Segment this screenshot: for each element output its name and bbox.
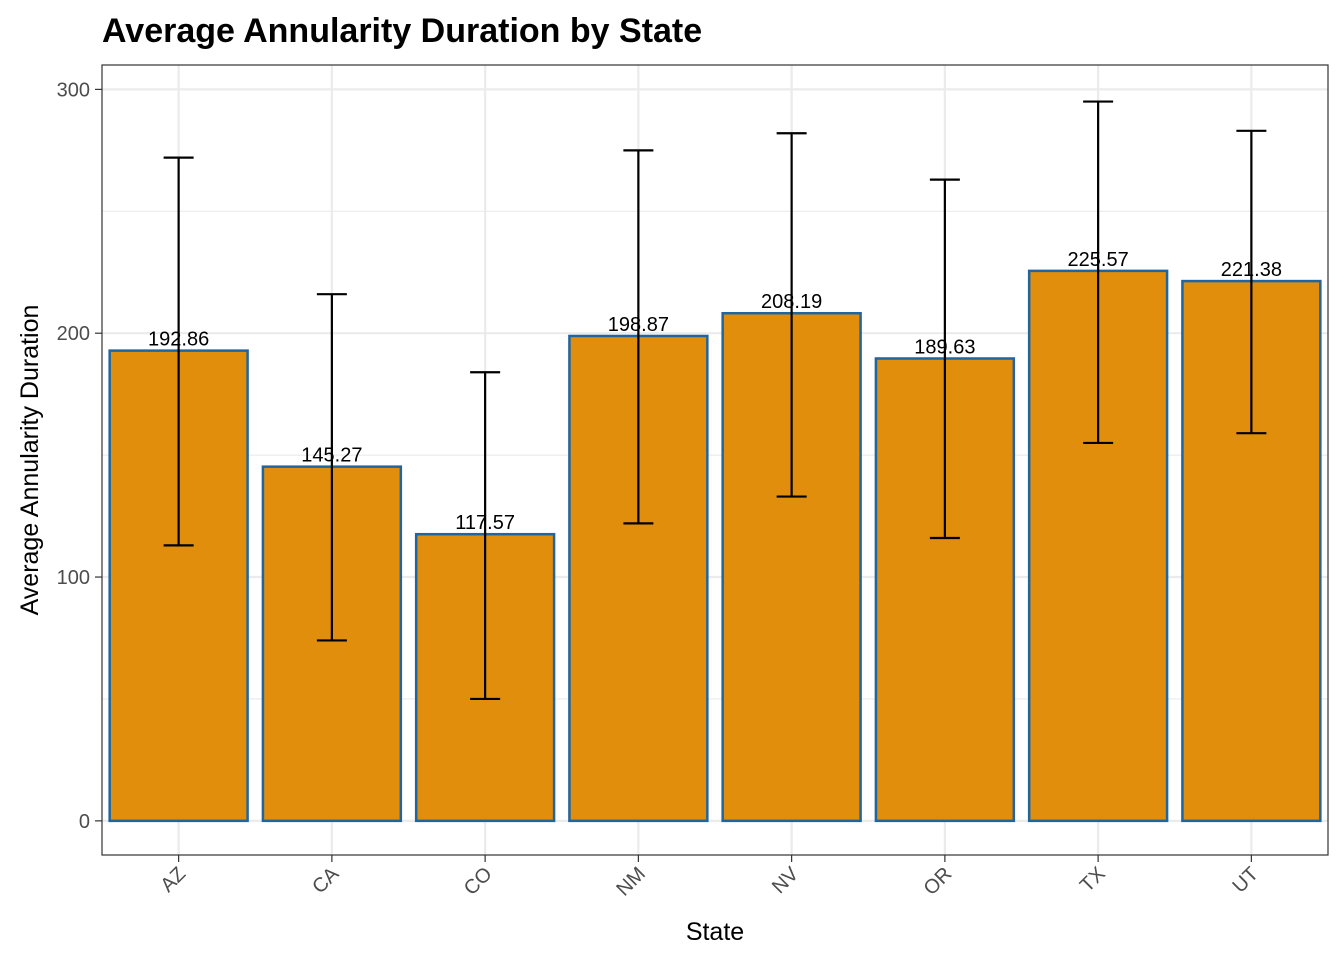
x-axis-title: State	[686, 918, 744, 946]
x-tick-label: TX	[1076, 863, 1110, 897]
x-tick-label: NM	[612, 863, 650, 901]
y-axis-title: Average Annularity Duration	[16, 305, 44, 616]
bars	[108, 269, 1322, 823]
y-axis-ticks: 0 100 200 300	[57, 79, 102, 833]
error-bar-tx	[1083, 100, 1114, 445]
data-label: 145.27	[301, 445, 362, 467]
x-axis-ticks: AZ CA CO NM NV OR TX UT	[157, 855, 1263, 901]
data-label: 198.87	[608, 314, 669, 336]
error-bar-az	[163, 156, 194, 547]
x-tick-label: AZ	[157, 863, 191, 897]
x-tick-label: OR	[920, 863, 957, 900]
error-bar-co	[470, 371, 501, 701]
y-tick-label: 200	[57, 323, 90, 345]
data-label: 117.57	[455, 512, 515, 534]
x-tick-label: CA	[308, 863, 344, 899]
data-labels: 192.86 145.27 117.57 198.87 208.19 189.63 225.…	[148, 249, 1282, 534]
data-label: 208.19	[761, 291, 822, 313]
data-label: 221.38	[1221, 259, 1282, 281]
y-tick-label: 300	[57, 79, 90, 101]
error-bar-nm	[623, 149, 654, 525]
error-bar-ut	[1236, 129, 1267, 435]
error-bar-nv	[776, 132, 807, 498]
data-label: 189.63	[914, 336, 975, 358]
panel-border	[101, 64, 1329, 856]
error-bar-ca	[316, 293, 347, 642]
x-tick-label: CO	[460, 863, 497, 900]
x-tick-label: UT	[1228, 863, 1262, 897]
data-label: 225.57	[1068, 249, 1129, 271]
error-bar-or	[929, 178, 960, 540]
y-tick-label: 100	[57, 567, 90, 589]
data-label: 192.86	[148, 329, 209, 351]
x-tick-label: NV	[768, 863, 804, 899]
error-bars	[163, 100, 1267, 701]
y-tick-label: 0	[79, 811, 90, 833]
chart-title: Average Annularity Duration by State	[102, 12, 702, 50]
